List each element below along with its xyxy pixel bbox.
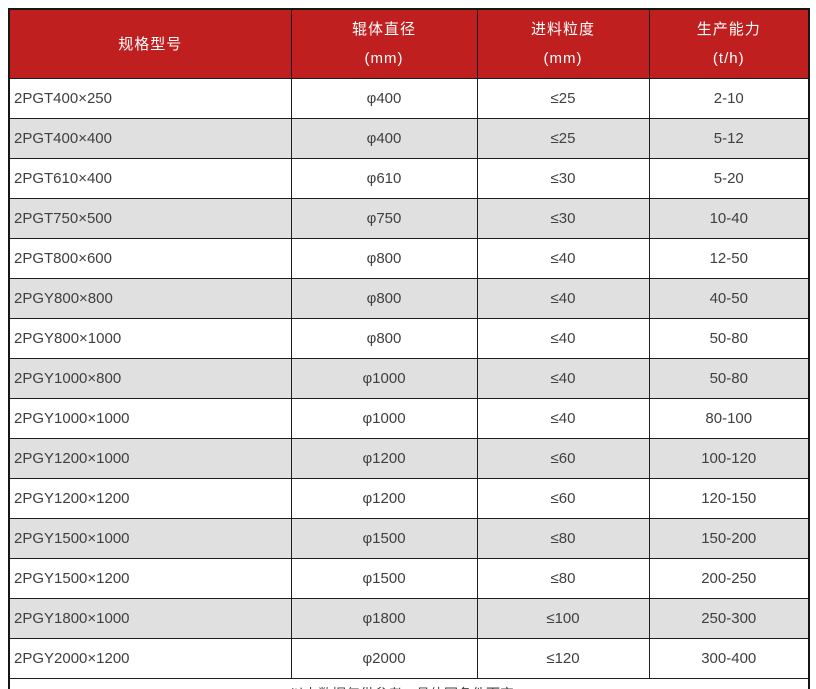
cell-capacity: 5-20: [648, 158, 810, 199]
header-label: 进料粒度: [530, 21, 595, 38]
spec-table: 规格型号 辊体直径 (mm) 进料粒度 (mm) 生产能力 (t/h) 2PGT…: [8, 8, 810, 689]
table-row: 2PGY2000×1200 φ2000 ≤120 300-400: [8, 638, 810, 679]
cell-capacity: 40-50: [648, 278, 810, 319]
header-unit: (mm): [364, 50, 404, 67]
cell-model: 2PGT800×600: [8, 238, 292, 279]
cell-feed-size: ≤60: [476, 438, 650, 479]
cell-capacity: 120-150: [648, 478, 810, 519]
footnote-row: 以上数据仅供参考，具体因条件而定。: [8, 678, 810, 689]
cell-model: 2PGY1200×1200: [8, 478, 292, 519]
cell-capacity: 300-400: [648, 638, 810, 679]
cell-roller-diameter: φ1000: [290, 358, 478, 399]
cell-capacity: 12-50: [648, 238, 810, 279]
cell-capacity: 200-250: [648, 558, 810, 599]
cell-model: 2PGY1500×1200: [8, 558, 292, 599]
cell-roller-diameter: φ1200: [290, 438, 478, 479]
table-row: 2PGY1500×1000 φ1500 ≤80 150-200: [8, 518, 810, 559]
header-cell-feed-size: 进料粒度 (mm): [476, 8, 650, 79]
cell-feed-size: ≤25: [476, 118, 650, 159]
cell-roller-diameter: φ1200: [290, 478, 478, 519]
cell-capacity: 10-40: [648, 198, 810, 239]
cell-feed-size: ≤40: [476, 278, 650, 319]
cell-feed-size: ≤40: [476, 358, 650, 399]
cell-roller-diameter: φ1000: [290, 398, 478, 439]
table-row: 2PGY1200×1000 φ1200 ≤60 100-120: [8, 438, 810, 479]
cell-roller-diameter: φ800: [290, 238, 478, 279]
cell-model: 2PGY800×800: [8, 278, 292, 319]
cell-model: 2PGY1800×1000: [8, 598, 292, 639]
cell-capacity: 150-200: [648, 518, 810, 559]
table-row: 2PGY800×800 φ800 ≤40 40-50: [8, 278, 810, 319]
header-cell-roller-diameter: 辊体直径 (mm): [290, 8, 478, 79]
cell-feed-size: ≤120: [476, 638, 650, 679]
table-footnote: 以上数据仅供参考，具体因条件而定。: [8, 678, 810, 689]
cell-model: 2PGT400×250: [8, 78, 292, 119]
cell-model: 2PGY2000×1200: [8, 638, 292, 679]
cell-feed-size: ≤30: [476, 198, 650, 239]
cell-feed-size: ≤40: [476, 398, 650, 439]
cell-capacity: 50-80: [648, 318, 810, 359]
cell-model: 2PGY1200×1000: [8, 438, 292, 479]
table-row: 2PGY1200×1200 φ1200 ≤60 120-150: [8, 478, 810, 519]
cell-roller-diameter: φ800: [290, 278, 478, 319]
table-row: 2PGT400×250 φ400 ≤25 2-10: [8, 78, 810, 119]
cell-feed-size: ≤80: [476, 518, 650, 559]
cell-capacity: 50-80: [648, 358, 810, 399]
cell-roller-diameter: φ400: [290, 118, 478, 159]
cell-capacity: 250-300: [648, 598, 810, 639]
header-unit: (t/h): [712, 50, 745, 67]
table-row: 2PGY1500×1200 φ1500 ≤80 200-250: [8, 558, 810, 599]
header-cell-capacity: 生产能力 (t/h): [648, 8, 810, 79]
table-row: 2PGY1800×1000 φ1800 ≤100 250-300: [8, 598, 810, 639]
cell-model: 2PGT750×500: [8, 198, 292, 239]
cell-capacity: 5-12: [648, 118, 810, 159]
cell-capacity: 100-120: [648, 438, 810, 479]
cell-feed-size: ≤25: [476, 78, 650, 119]
table-row: 2PGY1000×1000 φ1000 ≤40 80-100: [8, 398, 810, 439]
table-row: 2PGT610×400 φ610 ≤30 5-20: [8, 158, 810, 199]
header-cell-model: 规格型号: [8, 8, 292, 79]
cell-model: 2PGY1000×1000: [8, 398, 292, 439]
cell-feed-size: ≤100: [476, 598, 650, 639]
cell-roller-diameter: φ1500: [290, 518, 478, 559]
cell-roller-diameter: φ2000: [290, 638, 478, 679]
cell-feed-size: ≤80: [476, 558, 650, 599]
cell-capacity: 80-100: [648, 398, 810, 439]
header-label: 生产能力: [696, 21, 761, 38]
cell-feed-size: ≤40: [476, 318, 650, 359]
table-row: 2PGY1000×800 φ1000 ≤40 50-80: [8, 358, 810, 399]
cell-feed-size: ≤30: [476, 158, 650, 199]
cell-model: 2PGY1500×1000: [8, 518, 292, 559]
header-label: 规格型号: [118, 35, 183, 53]
table-row: 2PGT400×400 φ400 ≤25 5-12: [8, 118, 810, 159]
cell-roller-diameter: φ610: [290, 158, 478, 199]
cell-roller-diameter: φ1800: [290, 598, 478, 639]
header-row: 规格型号 辊体直径 (mm) 进料粒度 (mm) 生产能力 (t/h): [8, 8, 810, 79]
cell-feed-size: ≤60: [476, 478, 650, 519]
cell-model: 2PGT610×400: [8, 158, 292, 199]
cell-model: 2PGY1000×800: [8, 358, 292, 399]
cell-roller-diameter: φ800: [290, 318, 478, 359]
table-row: 2PGT750×500 φ750 ≤30 10-40: [8, 198, 810, 239]
cell-roller-diameter: φ400: [290, 78, 478, 119]
cell-roller-diameter: φ750: [290, 198, 478, 239]
header-label: 辊体直径: [351, 21, 416, 38]
cell-roller-diameter: φ1500: [290, 558, 478, 599]
cell-feed-size: ≤40: [476, 238, 650, 279]
cell-model: 2PGT400×400: [8, 118, 292, 159]
header-unit: (mm): [543, 50, 583, 67]
cell-model: 2PGY800×1000: [8, 318, 292, 359]
cell-capacity: 2-10: [648, 78, 810, 119]
table-row: 2PGY800×1000 φ800 ≤40 50-80: [8, 318, 810, 359]
table-row: 2PGT800×600 φ800 ≤40 12-50: [8, 238, 810, 279]
